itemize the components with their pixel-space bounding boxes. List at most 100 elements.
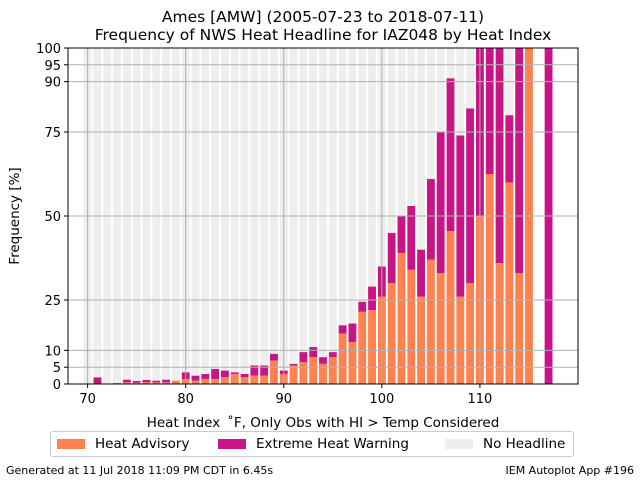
bar-heat-advisory-97	[348, 342, 357, 384]
bar-no-headline-84	[221, 48, 229, 371]
bar-no-headline-79	[171, 48, 180, 381]
bar-heat-advisory-88	[260, 375, 269, 384]
bar-heat-advisory-75	[132, 382, 141, 384]
bar-extreme-heat-warning-113	[505, 115, 514, 183]
bar-extreme-heat-warning-89	[270, 353, 278, 361]
bar-no-headline-96	[338, 48, 347, 326]
bar-extreme-heat-warning-104	[417, 249, 425, 297]
bar-extreme-heat-warning-97	[348, 323, 357, 342]
y-tick-label-75: 75	[44, 126, 61, 141]
bar-heat-advisory-74	[122, 382, 131, 384]
bar-extreme-heat-warning-77	[152, 380, 161, 383]
bar-heat-advisory-99	[368, 310, 376, 384]
bar-no-headline-71	[93, 48, 102, 378]
bar-no-headline-74	[122, 48, 131, 380]
bar-extreme-heat-warning-98	[358, 301, 367, 312]
bar-extreme-heat-warning-96	[338, 325, 347, 334]
bar-heat-advisory-92	[299, 362, 308, 384]
bar-extreme-heat-warning-75	[132, 380, 141, 383]
bar-extreme-heat-warning-93	[309, 347, 318, 358]
legend-item-extreme-heat-warning: Extreme Heat Warning	[218, 436, 409, 452]
bar-heat-advisory-84	[221, 377, 229, 384]
autoplot-app-label: IEM Autoplot App #196	[505, 464, 635, 477]
bar-no-headline-108	[456, 48, 465, 136]
bar-heat-advisory-94	[319, 363, 327, 384]
bar-no-headline-107	[446, 48, 455, 79]
bar-no-headline-76	[142, 48, 151, 380]
bar-heat-advisory-89	[270, 360, 278, 384]
bar-extreme-heat-warning-85	[230, 372, 239, 374]
bar-extreme-heat-warning-105	[426, 179, 435, 260]
bar-heat-advisory-101	[387, 283, 396, 384]
bar-no-headline-81	[191, 48, 200, 376]
bar-no-headline-91	[289, 48, 298, 364]
bar-extreme-heat-warning-95	[328, 352, 337, 358]
bar-extreme-heat-warning-101	[387, 232, 396, 284]
bar-no-headline-106	[436, 48, 445, 132]
bar-heat-advisory-104	[417, 296, 425, 384]
bar-extreme-heat-warning-94	[319, 357, 327, 364]
bar-heat-advisory-87	[250, 375, 259, 384]
axes-group: 0 5 10 25 50 75 90 95 100 70 80 90 100 110	[36, 42, 579, 407]
bar-no-headline-73	[113, 48, 121, 383]
bar-extreme-heat-warning-103	[407, 205, 416, 270]
bar-extreme-heat-warning-107	[446, 78, 455, 232]
bar-no-headline-77	[152, 48, 161, 381]
bar-extreme-heat-warning-102	[397, 216, 406, 253]
bar-extreme-heat-warning-83	[211, 368, 220, 379]
bar-no-headline-92	[299, 48, 308, 353]
bar-extreme-heat-warning-84	[221, 370, 229, 378]
bar-heat-advisory-86	[240, 377, 249, 384]
bar-extreme-heat-warning-92	[299, 352, 308, 363]
bar-extreme-heat-warning-88	[260, 365, 269, 376]
bar-heat-advisory-83	[211, 378, 220, 384]
bar-extreme-heat-warning-114	[515, 48, 524, 274]
bar-extreme-heat-warning-78	[162, 379, 170, 383]
bar-no-headline-94	[319, 48, 327, 358]
bar-no-headline-109	[466, 48, 475, 109]
legend-label-no-headline: No Headline	[483, 436, 566, 452]
bar-heat-advisory-73	[113, 382, 121, 384]
bar-heat-advisory-93	[309, 357, 318, 384]
bar-extreme-heat-warning-99	[368, 286, 376, 311]
bar-heat-advisory-105	[426, 259, 435, 384]
bar-no-headline-87	[250, 48, 259, 366]
bar-heat-advisory-111	[485, 174, 494, 384]
x-tick-label-80: 80	[177, 392, 194, 407]
no-headline-swatch	[445, 439, 473, 449]
x-tick-label-90: 90	[275, 392, 292, 407]
bar-no-headline-86	[240, 48, 249, 374]
bar-heat-advisory-85	[230, 373, 239, 384]
bar-no-headline-103	[407, 48, 416, 206]
legend-item-no-headline: No Headline	[445, 436, 565, 452]
bar-no-headline-105	[426, 48, 435, 180]
bar-heat-advisory-113	[505, 182, 514, 384]
bar-heat-advisory-114	[515, 273, 524, 384]
bar-heat-advisory-95	[328, 357, 337, 384]
y-tick-label-5: 5	[53, 361, 61, 376]
bar-extreme-heat-warning-71	[93, 377, 102, 384]
bar-heat-advisory-91	[289, 365, 298, 384]
bar-no-headline-98	[358, 48, 367, 302]
bar-extreme-heat-warning-106	[436, 132, 445, 274]
bar-extreme-heat-warning-91	[289, 363, 298, 366]
bar-heat-advisory-106	[436, 273, 445, 384]
chart-title-line-2: Frequency of NWS Heat Headline for IAZ04…	[95, 26, 552, 44]
bar-heat-advisory-109	[466, 283, 475, 384]
legend-item-heat-advisory: Heat Advisory	[57, 436, 189, 452]
bar-extreme-heat-warning-86	[240, 373, 249, 378]
y-tick-label-0: 0	[53, 378, 61, 393]
bar-extreme-heat-warning-81	[191, 375, 200, 381]
bar-heat-advisory-76	[142, 382, 151, 384]
bar-heat-advisory-108	[456, 296, 465, 384]
legend-label-heat-advisory: Heat Advisory	[95, 436, 190, 452]
bar-no-headline-75	[132, 48, 141, 381]
x-tick-label-110: 110	[468, 392, 493, 407]
y-tick-label-90: 90	[44, 76, 61, 91]
bar-extreme-heat-warning-87	[250, 365, 259, 376]
bar-no-headline-85	[230, 48, 239, 373]
bar-no-headline-89	[270, 48, 278, 354]
bar-heat-advisory-107	[446, 231, 455, 384]
bar-heat-advisory-78	[162, 382, 170, 384]
